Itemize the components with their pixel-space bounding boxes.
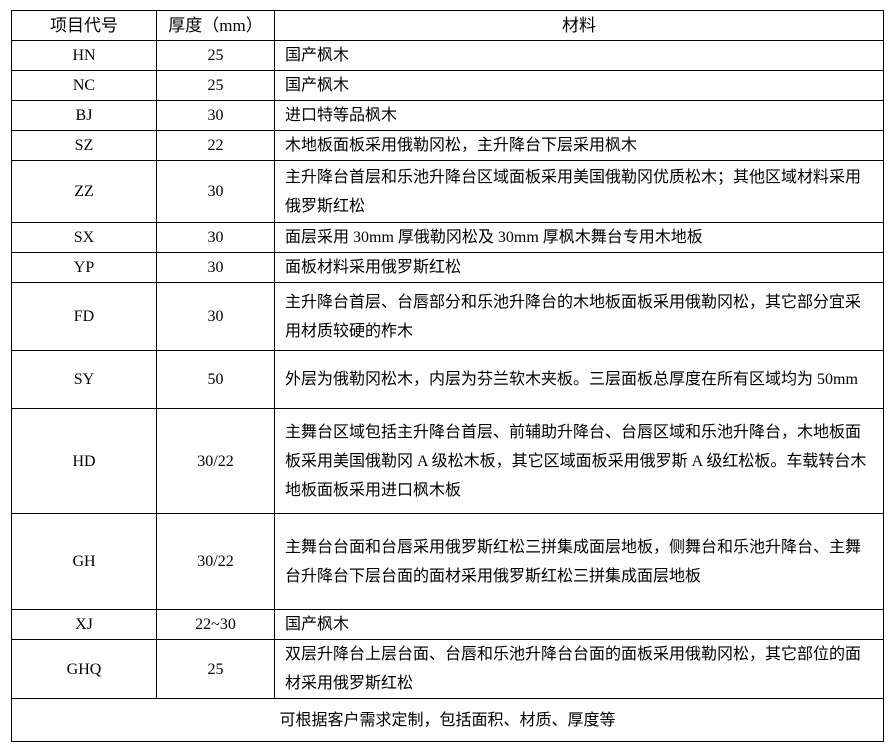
row-thickness: 25	[156, 639, 275, 699]
row-thickness: 30	[156, 160, 275, 223]
row-code: XJ	[11, 609, 157, 640]
row-code: GH	[11, 513, 157, 610]
table-row: HN 25 国产枫木	[11, 40, 884, 71]
row-code: GHQ	[11, 639, 157, 699]
row-material: 双层升降台上层台面、台唇和乐池升降台台面的面板采用俄勒冈松，其它部位的面材采用俄…	[274, 639, 884, 699]
row-material: 面板材料采用俄罗斯红松	[274, 252, 884, 283]
table-row: BJ 30 进口特等品枫木	[11, 100, 884, 131]
table-row: XJ 22~30 国产枫木	[11, 609, 884, 640]
footer-row: 可根据客户需求定制，包括面积、材质、厚度等	[11, 698, 884, 742]
table-row: GH 30/22 主舞台台面和台唇采用俄罗斯红松三拼集成面层地板，侧舞台和乐池升降台…	[11, 513, 884, 610]
table-row: HD 30/22 主舞台区域包括主升降台首层、前辅助升降台、台唇区域和乐池升降台，木…	[11, 408, 884, 514]
row-thickness: 30	[156, 282, 275, 351]
row-material: 外层为俄勒冈松木，内层为芬兰软木夹板。三层面板总厚度在所有区域均为 50mm	[274, 350, 884, 409]
table-row: SX 30 面层采用 30mm 厚俄勒冈松及 30mm 厚枫木舞台专用木地板	[11, 222, 884, 253]
row-material: 国产枫木	[274, 609, 884, 640]
row-code: YP	[11, 252, 157, 283]
row-material: 国产枫木	[274, 70, 884, 101]
row-code: BJ	[11, 100, 157, 131]
row-material: 主升降台首层和乐池升降台区域面板采用美国俄勒冈优质松木；其他区域材料采用俄罗斯红…	[274, 160, 884, 223]
row-thickness: 30/22	[156, 408, 275, 514]
header-thickness: 厚度（mm）	[156, 10, 275, 41]
row-code: FD	[11, 282, 157, 351]
row-code: SX	[11, 222, 157, 253]
table-row: SZ 22 木地板面板采用俄勒冈松，主升降台下层采用枫木	[11, 130, 884, 161]
row-thickness: 50	[156, 350, 275, 409]
row-material: 国产枫木	[274, 40, 884, 71]
header-code: 项目代号	[11, 10, 157, 41]
table-row: GHQ 25 双层升降台上层台面、台唇和乐池升降台台面的面板采用俄勒冈松，其它部位的…	[11, 639, 884, 699]
row-code: SZ	[11, 130, 157, 161]
row-material: 主升降台首层、台唇部分和乐池升降台的木地板面板采用俄勒冈松，其它部分宜采用材质较…	[274, 282, 884, 351]
row-material: 主舞台台面和台唇采用俄罗斯红松三拼集成面层地板，侧舞台和乐池升降台、主舞台升降台…	[274, 513, 884, 610]
materials-table: 项目代号 厚度（mm） 材料 HN 25 国产枫木 NC 25 国产枫木 BJ 30 进口特等品…	[11, 10, 884, 742]
table-row: ZZ 30 主升降台首层和乐池升降台区域面板采用美国俄勒冈优质松木；其他区域材料采用…	[11, 160, 884, 223]
row-code: NC	[11, 70, 157, 101]
row-thickness: 30	[156, 222, 275, 253]
row-thickness: 25	[156, 40, 275, 71]
row-material: 面层采用 30mm 厚俄勒冈松及 30mm 厚枫木舞台专用木地板	[274, 222, 884, 253]
row-thickness: 30	[156, 252, 275, 283]
row-material: 主舞台区域包括主升降台首层、前辅助升降台、台唇区域和乐池升降台，木地板面板采用美…	[274, 408, 884, 514]
row-thickness: 30	[156, 100, 275, 131]
row-thickness: 30/22	[156, 513, 275, 610]
header-row: 项目代号 厚度（mm） 材料	[11, 10, 884, 41]
row-code: HD	[11, 408, 157, 514]
row-code: HN	[11, 40, 157, 71]
table-row: NC 25 国产枫木	[11, 70, 884, 101]
row-thickness: 22	[156, 130, 275, 161]
row-material: 木地板面板采用俄勒冈松，主升降台下层采用枫木	[274, 130, 884, 161]
footer-note: 可根据客户需求定制，包括面积、材质、厚度等	[11, 698, 884, 742]
row-code: ZZ	[11, 160, 157, 223]
row-thickness: 25	[156, 70, 275, 101]
row-thickness: 22~30	[156, 609, 275, 640]
table-row: SY 50 外层为俄勒冈松木，内层为芬兰软木夹板。三层面板总厚度在所有区域均为 50…	[11, 350, 884, 409]
header-material: 材料	[274, 10, 884, 41]
row-material: 进口特等品枫木	[274, 100, 884, 131]
table-row: FD 30 主升降台首层、台唇部分和乐池升降台的木地板面板采用俄勒冈松，其它部分宜采…	[11, 282, 884, 351]
table-row: YP 30 面板材料采用俄罗斯红松	[11, 252, 884, 283]
row-code: SY	[11, 350, 157, 409]
